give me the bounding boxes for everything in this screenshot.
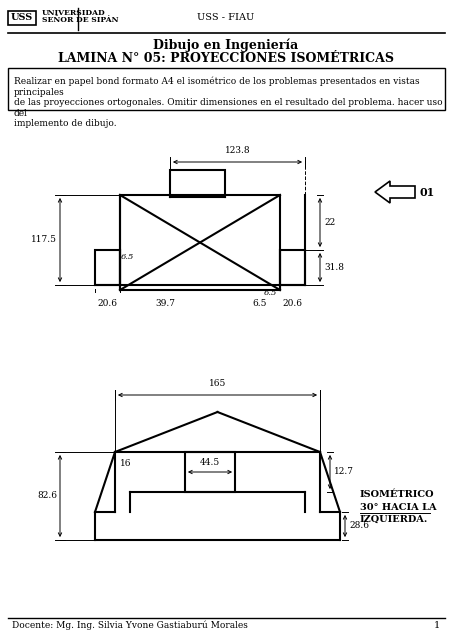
FancyArrow shape [375, 181, 415, 203]
Text: LAMINA N° 05: PROYECCIONES ISOMÉTRICAS: LAMINA N° 05: PROYECCIONES ISOMÉTRICAS [58, 51, 394, 65]
Text: 6.5: 6.5 [253, 299, 267, 308]
Text: Dibujo en Ingeniería: Dibujo en Ingeniería [154, 38, 299, 52]
Text: 6.5: 6.5 [121, 253, 135, 261]
Text: ISOMÉTRICO
30° HACIA LA
IZQUIERDA.: ISOMÉTRICO 30° HACIA LA IZQUIERDA. [360, 490, 437, 524]
Text: 12.7: 12.7 [334, 467, 354, 477]
Text: 20.6: 20.6 [283, 299, 303, 308]
Text: 16: 16 [120, 460, 131, 468]
Text: 22: 22 [324, 218, 335, 227]
Bar [95, 250, 120, 285]
Bar [280, 250, 305, 285]
Text: 20.6: 20.6 [97, 299, 117, 308]
Bar [170, 170, 225, 197]
Text: 6.5: 6.5 [263, 289, 277, 297]
Text: USS - FIAU: USS - FIAU [198, 13, 255, 22]
Text: 01: 01 [420, 186, 435, 198]
Text: 44.5: 44.5 [200, 458, 220, 467]
Text: 1: 1 [434, 621, 440, 630]
Bar [185, 452, 235, 492]
Text: 28.6: 28.6 [349, 522, 369, 531]
Text: USS: USS [11, 13, 33, 22]
Text: 123.8: 123.8 [225, 146, 251, 155]
Text: Realizar en papel bond formato A4 el isométrico de los problemas presentados en : Realizar en papel bond formato A4 el iso… [14, 77, 443, 128]
Bar [120, 195, 280, 290]
Text: 82.6: 82.6 [37, 492, 57, 500]
Text: 117.5: 117.5 [31, 236, 57, 244]
Text: 31.8: 31.8 [324, 263, 344, 272]
Bar [8, 68, 445, 110]
Text: Docente: Mg. Ing. Silvia Yvone Gastiaburú Morales: Docente: Mg. Ing. Silvia Yvone Gastiabur… [12, 620, 248, 630]
Text: UNIVERSIDAD: UNIVERSIDAD [42, 9, 106, 17]
Text: 165: 165 [209, 379, 226, 388]
Text: SEÑOR DE SIPÁN: SEÑOR DE SIPÁN [42, 16, 119, 24]
Text: 39.7: 39.7 [155, 299, 175, 308]
